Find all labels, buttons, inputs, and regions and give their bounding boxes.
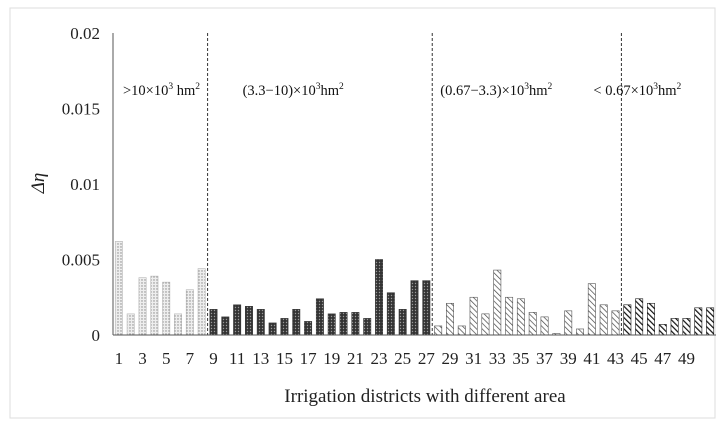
group-dividers [207, 33, 622, 335]
bar [540, 316, 549, 336]
bar [682, 318, 691, 336]
bar [647, 302, 655, 336]
x-tick-label: 7 [186, 349, 195, 368]
bar [150, 275, 159, 336]
bar [658, 324, 667, 336]
x-tick-label: 49 [678, 349, 695, 368]
bar [516, 298, 525, 336]
x-axis-ticks: 1 3 5 7 9 11 13 15 17 19 21 23 25 27 29 31 33 35 37 39 41 43 4… [115, 349, 695, 368]
bar [363, 318, 372, 336]
bar [174, 313, 182, 336]
x-tick-label: 47 [654, 349, 672, 368]
bar [398, 309, 407, 336]
x-tick-label: 23 [371, 349, 388, 368]
bar [304, 321, 313, 336]
bar [114, 241, 123, 336]
bar [256, 309, 265, 336]
bar [528, 312, 537, 336]
x-tick-label: 39 [560, 349, 577, 368]
x-tick-label: 17 [300, 349, 318, 368]
x-tick-label: 13 [252, 349, 269, 368]
bar [576, 328, 584, 336]
bar [706, 307, 715, 336]
x-tick-label: 33 [489, 349, 506, 368]
bars-group [114, 241, 715, 336]
x-tick-label: 41 [583, 349, 600, 368]
y-tick-label: 0.005 [62, 251, 100, 270]
bar [351, 312, 360, 336]
bar [268, 322, 277, 336]
y-tick-label: 0 [92, 326, 101, 345]
x-tick-label: 21 [347, 349, 364, 368]
y-axis-ticks: 0 0.005 0.01 0.015 0.02 [62, 24, 100, 345]
y-tick-label: 0.015 [62, 100, 100, 119]
bar [410, 280, 419, 336]
bar [221, 316, 230, 336]
bar [635, 298, 644, 336]
bar [280, 318, 289, 336]
bar [587, 283, 596, 336]
x-tick-label: 35 [512, 349, 529, 368]
bar [694, 307, 703, 336]
bar [185, 289, 194, 336]
bar [446, 302, 454, 336]
bar [315, 298, 324, 336]
x-tick-label: 25 [394, 349, 411, 368]
x-tick-label: 3 [138, 349, 147, 368]
bar [623, 304, 632, 336]
bar [209, 309, 218, 336]
bar [339, 312, 348, 336]
x-tick-label: 45 [631, 349, 648, 368]
bar [327, 313, 336, 336]
plot-frame [9, 7, 716, 419]
bar [505, 296, 514, 336]
y-tick-label: 0.01 [70, 175, 100, 194]
x-tick-label: 1 [115, 349, 124, 368]
x-tick-label: 27 [418, 349, 436, 368]
y-axis-title: Δη [28, 173, 49, 195]
bar [292, 309, 301, 336]
bar [457, 325, 466, 336]
x-tick-label: 19 [323, 349, 340, 368]
bar [434, 325, 443, 336]
bar [599, 304, 608, 336]
bar [233, 304, 242, 336]
bar [611, 310, 620, 336]
bar [670, 318, 679, 336]
x-axis-title: Irrigation districts with different area [284, 386, 566, 407]
bar [375, 259, 383, 336]
bar [138, 277, 147, 336]
group-label: < 0.67×103hm2 [593, 82, 681, 99]
bar [422, 280, 431, 336]
bar [493, 269, 502, 336]
x-tick-label: 11 [229, 349, 245, 368]
x-tick-label: 37 [536, 349, 554, 368]
bar [162, 281, 171, 336]
x-tick-label: 31 [465, 349, 482, 368]
group-label: >10×103 hm2 [123, 82, 200, 99]
group-label: (0.67−3.3)×103hm2 [440, 82, 552, 99]
bar [245, 306, 253, 336]
x-tick-label: 9 [209, 349, 218, 368]
bar [197, 268, 206, 336]
bar [126, 313, 135, 336]
bar [481, 313, 490, 336]
x-tick-label: 15 [276, 349, 293, 368]
x-tick-label: 29 [441, 349, 458, 368]
bar [386, 292, 395, 336]
bar [469, 296, 478, 336]
group-label: (3.3−10)×103hm2 [243, 82, 344, 99]
y-tick-label: 0.02 [70, 24, 100, 43]
bar [564, 310, 573, 336]
x-tick-label: 5 [162, 349, 171, 368]
x-tick-label: 43 [607, 349, 624, 368]
group-labels: >10×103 hm2 (3.3−10)×103hm2 (0.67−3.3)×103… [123, 82, 682, 99]
